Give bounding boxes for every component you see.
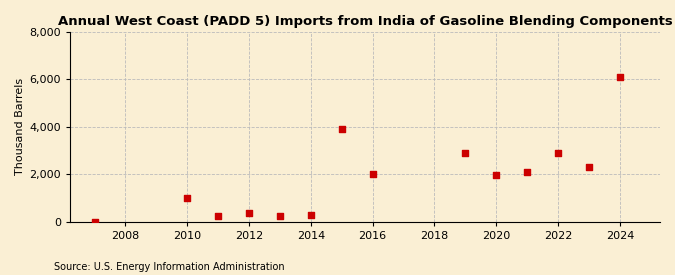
- Point: [336, 127, 347, 131]
- Point: [583, 165, 594, 169]
- Point: [553, 151, 564, 156]
- Point: [213, 214, 223, 218]
- Y-axis label: Thousand Barrels: Thousand Barrels: [15, 78, 25, 175]
- Point: [522, 170, 533, 174]
- Point: [275, 214, 286, 218]
- Point: [460, 151, 470, 156]
- Point: [491, 173, 502, 178]
- Title: Annual West Coast (PADD 5) Imports from India of Gasoline Blending Components: Annual West Coast (PADD 5) Imports from …: [57, 15, 672, 28]
- Text: Source: U.S. Energy Information Administration: Source: U.S. Energy Information Administ…: [54, 262, 285, 272]
- Point: [89, 219, 100, 224]
- Point: [614, 75, 625, 79]
- Point: [367, 172, 378, 177]
- Point: [305, 213, 316, 217]
- Point: [244, 211, 254, 216]
- Point: [182, 196, 192, 200]
